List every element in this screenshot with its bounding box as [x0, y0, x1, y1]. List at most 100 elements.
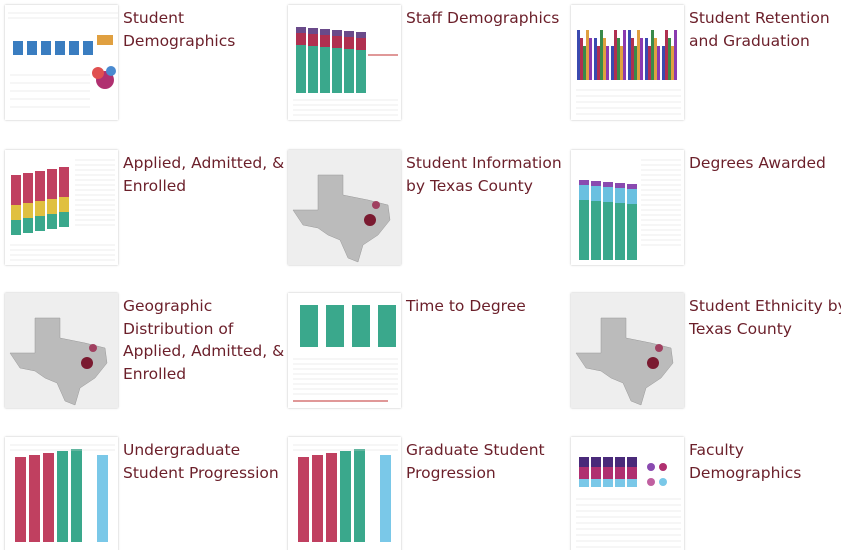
thumb-shape — [308, 46, 318, 93]
thumbnail[interactable] — [571, 5, 684, 120]
thumbnail[interactable] — [571, 437, 684, 550]
tile-title[interactable]: Staff Demographics — [406, 7, 566, 30]
thumb-shape — [300, 305, 318, 347]
tile-title[interactable]: Undergraduate Student Progression — [123, 439, 283, 484]
tile-title[interactable]: Time to Degree — [406, 295, 566, 318]
thumb-shape — [603, 479, 613, 487]
thumb-shape — [81, 357, 93, 369]
thumb-shape — [344, 37, 354, 49]
thumbnail[interactable] — [571, 293, 684, 408]
tile-title[interactable]: Geographic Distribution of Applied, Admitt… — [123, 295, 284, 385]
thumb-shape — [614, 30, 617, 80]
thumb-shape — [583, 46, 586, 80]
thumb-shape — [92, 67, 104, 79]
thumb-shape — [308, 34, 318, 46]
tile-title[interactable]: Applied, Admitted, & Enrolled — [123, 152, 284, 197]
thumb-shape — [615, 188, 625, 203]
thumb-shape — [344, 49, 354, 93]
thumb-shape — [27, 41, 37, 55]
title-line: Faculty — [689, 441, 744, 459]
thumb-shape — [615, 479, 625, 487]
thumb-shape — [354, 449, 365, 542]
thumb-shape — [620, 46, 623, 80]
tile-title[interactable]: Graduate Student Progression — [406, 439, 566, 484]
thumbnail[interactable] — [571, 150, 684, 265]
thumb-shape — [645, 38, 648, 80]
title-line: Progression — [406, 463, 496, 482]
thumb-shape — [579, 457, 589, 467]
thumb-shape — [615, 183, 625, 188]
thumb-shape — [577, 30, 580, 80]
thumb-shape — [296, 45, 306, 93]
thumbnail[interactable] — [288, 150, 401, 265]
thumb-shape — [659, 463, 667, 471]
thumb-shape — [11, 220, 21, 235]
thumb-shape — [29, 455, 40, 542]
thumb-shape — [606, 46, 609, 80]
thumb-shape — [603, 457, 613, 467]
thumb-shape — [591, 186, 601, 201]
thumb-shape — [97, 455, 108, 542]
thumb-shape — [603, 202, 613, 260]
thumb-shape — [47, 199, 57, 214]
thumb-shape — [378, 305, 396, 347]
thumb-shape — [344, 31, 354, 37]
thumb-shape — [296, 33, 306, 45]
thumb-shape — [59, 197, 69, 212]
thumb-shape — [575, 317, 674, 406]
thumb-shape — [292, 174, 391, 263]
thumb-shape — [364, 214, 376, 226]
thumb-shape — [594, 38, 597, 80]
tile-title[interactable]: Student Ethnicity by Texas County — [689, 295, 841, 340]
title-line: Distribution of — [123, 319, 234, 338]
thumbnail[interactable] — [5, 293, 118, 408]
thumb-shape — [617, 38, 620, 80]
thumb-shape — [591, 457, 601, 467]
tile-title[interactable]: Student Demographics — [123, 7, 283, 52]
thumb-shape — [654, 38, 657, 80]
thumb-shape — [579, 180, 589, 185]
thumb-shape — [615, 467, 625, 479]
thumb-shape — [627, 189, 637, 204]
thumb-shape — [651, 30, 654, 80]
thumbnail[interactable] — [288, 437, 401, 550]
thumbnail[interactable] — [5, 5, 118, 120]
thumb-shape — [591, 181, 601, 186]
thumb-shape — [634, 46, 637, 80]
thumbnail[interactable] — [5, 437, 118, 550]
title-line: Degrees Awarded — [689, 154, 826, 172]
tile-title[interactable]: Student Information by Texas County — [406, 152, 566, 197]
tile-title[interactable]: Faculty Demographics — [689, 439, 841, 484]
thumb-shape — [332, 30, 342, 36]
tile-title[interactable]: Degrees Awarded — [689, 152, 841, 175]
thumb-shape — [611, 46, 614, 80]
thumbnail[interactable] — [288, 293, 401, 408]
thumb-shape — [603, 38, 606, 80]
thumb-shape — [597, 46, 600, 80]
thumb-shape — [627, 467, 637, 479]
thumb-shape — [13, 41, 23, 55]
thumb-shape — [631, 38, 634, 80]
thumb-shape — [69, 41, 79, 55]
thumb-shape — [647, 463, 655, 471]
title-line: Geographic — [123, 297, 213, 315]
tile-title[interactable]: Student Retention and Graduation — [689, 7, 841, 52]
thumb-shape — [97, 35, 113, 45]
thumb-shape — [648, 46, 651, 80]
thumb-shape — [668, 38, 671, 80]
title-line: Time to Degree — [406, 297, 526, 315]
thumb-shape — [298, 457, 309, 542]
thumb-shape — [600, 30, 603, 80]
thumb-shape — [628, 30, 631, 80]
thumb-shape — [340, 451, 351, 542]
thumb-shape — [47, 214, 57, 229]
title-line: Demographics — [123, 31, 236, 50]
thumb-shape — [332, 36, 342, 48]
thumbnail[interactable] — [288, 5, 401, 120]
title-line: Staff Demographics — [406, 9, 560, 27]
title-line: Student Ethnicity by — [689, 297, 841, 315]
thumbnail[interactable] — [5, 150, 118, 265]
thumb-shape — [320, 35, 330, 47]
thumb-shape — [35, 201, 45, 216]
thumb-shape — [372, 201, 380, 209]
